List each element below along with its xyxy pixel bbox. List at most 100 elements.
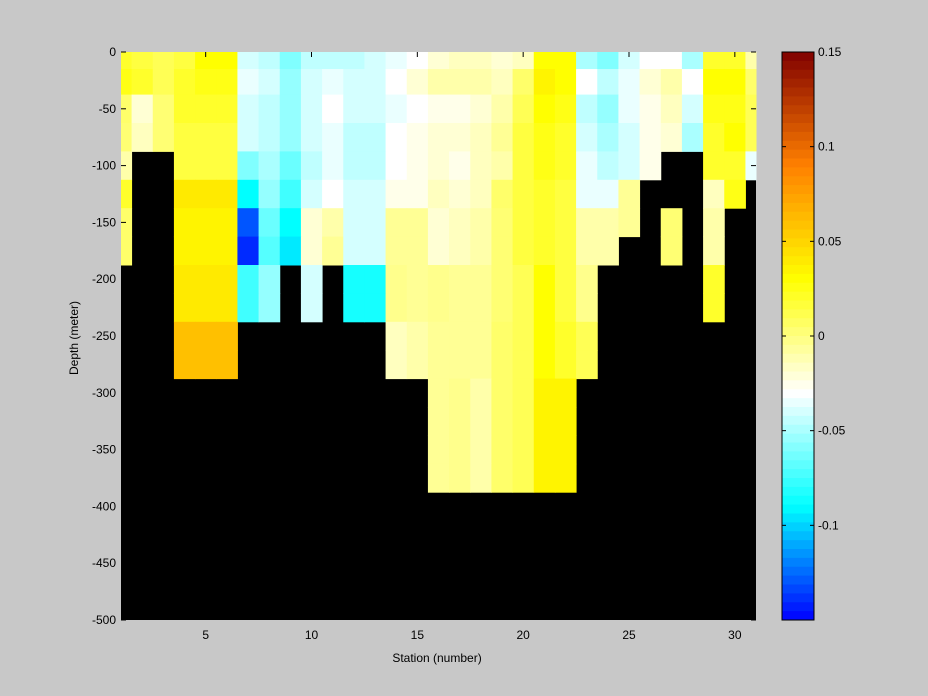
heatmap-cell [491,179,514,209]
colorbar-swatch [782,149,814,160]
heatmap-cell [491,208,514,238]
heatmap-cell [258,123,281,152]
heatmap-cell [121,69,133,96]
heatmap-cell [385,123,408,152]
heatmap-cell [660,69,683,96]
heatmap-cell [533,463,556,493]
colorbar-swatch [782,424,814,435]
colorbar-swatch [782,247,814,257]
heatmap-cell [173,69,196,96]
x-axis: 5 10 15 20 25 30 [202,52,742,642]
heatmap-cell [427,179,450,209]
heatmap-cell [216,208,238,238]
heatmap-cell [406,179,429,209]
heatmap-cell [660,52,683,70]
heatmap-cell [121,123,133,152]
heatmap-cell [512,151,535,181]
heatmap-cell [173,293,196,323]
heatmap-cell [427,151,450,181]
heatmap-cell [597,179,619,209]
colorbar-swatch [782,460,814,470]
heatmap-cell [427,52,450,70]
colorbar-swatch [782,140,814,151]
heatmap-cell [470,407,492,436]
colorbar-tick-label: -0.05 [818,424,846,438]
heatmap-cell [173,151,196,181]
colorbar-swatch [782,52,814,62]
colorbar-swatch [782,194,814,204]
heatmap-cell [449,179,471,209]
heatmap-cell [195,350,217,380]
heatmap-cell [195,236,217,266]
heatmap-cell [131,52,154,70]
heatmap-cell [195,321,217,351]
colorbar-axis: 0.15 0.1 0.05 0 -0.05 -0.1 [782,45,846,532]
heatmap-cell [703,52,725,70]
heatmap-cell [576,151,598,181]
heatmap-cell [576,236,598,266]
heatmap-cell [660,236,683,266]
heatmap-cell [745,151,757,181]
heatmap-cell [512,69,535,96]
colorbar-swatch [782,123,814,133]
colorbar-swatch [782,300,814,310]
heatmap-cell [279,69,302,96]
heatmap-cell [258,151,281,181]
heatmap-cell [491,435,514,465]
heatmap-cell [300,265,323,294]
colorbar-swatch [782,211,814,222]
heatmap-cell [279,52,302,70]
x-tick-label: 20 [516,628,530,642]
heatmap-cell [258,69,281,96]
heatmap-cell [533,151,556,181]
colorbar-swatch [782,265,814,275]
colorbar-tick-label: 0.15 [818,45,842,59]
heatmap-cell [597,52,619,70]
y-axis-label: Depth (meter) [67,301,81,375]
heatmap-cell [512,94,535,124]
heatmap-plot-area [121,52,757,620]
heatmap-cell [195,123,217,152]
heatmap-cell [195,179,217,209]
y-tick-label: -200 [92,272,116,286]
heatmap-cell [152,123,175,152]
heatmap-cell [703,208,725,238]
heatmap-cell [533,407,556,436]
heatmap-cell [279,208,302,238]
heatmap-cell [406,350,429,380]
heatmap-cell [121,151,133,181]
colorbar-swatch [782,282,814,293]
colorbar-swatch [782,575,814,586]
heatmap-cell [237,236,260,266]
heatmap-cell [449,407,471,436]
heatmap-cell [470,321,492,351]
heatmap-cell [703,179,725,209]
heatmap-cell [554,378,577,408]
heatmap-cell [300,236,323,266]
heatmap-cell [512,350,535,380]
heatmap-cell [533,69,556,96]
heatmap-cell [322,94,344,124]
heatmap-cell [470,123,492,152]
heatmap-cell [121,236,133,266]
heatmap-cell [385,265,408,294]
y-tick-label: -450 [92,556,116,570]
colorbar-swatch [782,478,814,488]
heatmap-cell [724,69,746,96]
colorbar-swatch [782,602,814,612]
heatmap-cell [406,208,429,238]
heatmap-cell [216,94,238,124]
heatmap-cell [618,208,641,238]
heatmap-cell [554,208,577,238]
heatmap-cell [322,123,344,152]
colorbar-swatch [782,336,814,346]
heatmap-cell [554,123,577,152]
heatmap-cell [470,52,492,70]
heatmap-cell [618,69,641,96]
heatmap-cell [343,208,365,238]
heatmap-cell [300,208,323,238]
colorbar-tick-label: 0.1 [818,140,835,154]
heatmap-cell [724,151,746,181]
heatmap-cell [427,350,450,380]
